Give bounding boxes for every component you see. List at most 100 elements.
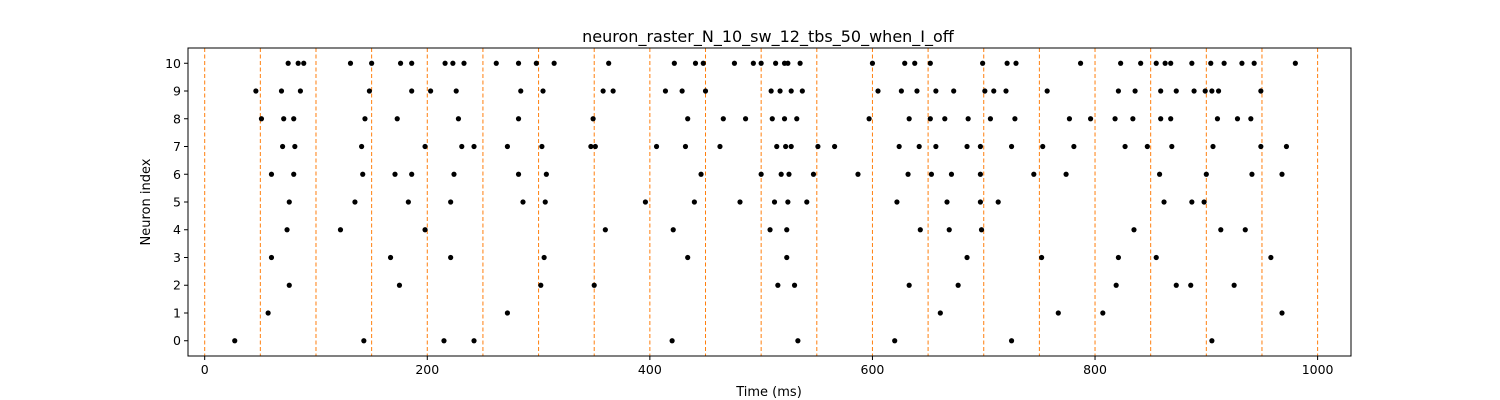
spike-point bbox=[685, 254, 691, 261]
spike-point bbox=[773, 60, 779, 66]
spike-point bbox=[991, 88, 997, 94]
x-axis-label: Time (ms) bbox=[735, 385, 802, 400]
spike-point bbox=[742, 116, 749, 122]
spike-point bbox=[758, 171, 764, 177]
spike-point bbox=[717, 143, 723, 150]
spike-point bbox=[948, 171, 955, 177]
spike-point bbox=[1013, 60, 1019, 66]
spike-point bbox=[906, 116, 912, 122]
spike-point bbox=[295, 60, 301, 66]
x-tick-label: 400 bbox=[638, 362, 662, 377]
spike-point bbox=[1173, 88, 1179, 94]
spike-point bbox=[1279, 171, 1285, 177]
spike-point bbox=[451, 171, 457, 177]
x-axis: 0 200 400 600 800 1000 bbox=[201, 356, 1334, 377]
spike-point bbox=[362, 116, 368, 122]
spike-point bbox=[1258, 143, 1264, 150]
spike-point bbox=[461, 60, 467, 66]
spike-point bbox=[592, 143, 598, 150]
spike-point bbox=[448, 254, 454, 261]
spike-point bbox=[788, 143, 794, 150]
spike-point bbox=[670, 227, 676, 233]
spike-point bbox=[422, 227, 428, 233]
spike-point bbox=[347, 60, 354, 66]
spike-point bbox=[279, 143, 286, 150]
spike-point bbox=[1202, 88, 1208, 94]
spike-point bbox=[784, 254, 790, 261]
spike-point bbox=[1131, 227, 1137, 233]
spike-point bbox=[301, 60, 307, 66]
spike-point bbox=[1004, 60, 1010, 66]
spike-point bbox=[1003, 88, 1009, 94]
spike-point bbox=[520, 199, 526, 205]
spike-point bbox=[1258, 88, 1264, 94]
spike-point bbox=[775, 282, 781, 288]
spike-point bbox=[1153, 254, 1159, 261]
spike-point bbox=[1077, 60, 1084, 66]
spike-point bbox=[281, 116, 287, 122]
spike-point bbox=[1189, 199, 1195, 205]
spike-point bbox=[769, 116, 775, 122]
spike-point bbox=[422, 143, 428, 150]
spike-point bbox=[543, 171, 549, 177]
spike-point bbox=[471, 338, 477, 344]
spike-point bbox=[337, 227, 344, 233]
spike-point bbox=[1168, 116, 1174, 122]
spike-point bbox=[600, 88, 606, 94]
spike-point bbox=[1008, 143, 1015, 150]
y-tick-label: 1 bbox=[173, 305, 181, 320]
spike-point bbox=[1248, 116, 1254, 122]
spike-point bbox=[455, 116, 462, 122]
spike-point bbox=[902, 60, 908, 66]
spike-point bbox=[459, 143, 465, 150]
spike-point bbox=[291, 116, 297, 122]
spike-point bbox=[394, 116, 400, 122]
spike-point bbox=[1168, 60, 1174, 66]
spike-point bbox=[1249, 171, 1255, 177]
spike-point bbox=[387, 254, 394, 261]
spike-point bbox=[1279, 310, 1285, 316]
spike-point bbox=[737, 199, 743, 205]
spike-point bbox=[606, 60, 612, 66]
spike-point bbox=[278, 88, 285, 94]
spike-point bbox=[1112, 116, 1118, 122]
spike-point bbox=[875, 88, 881, 94]
y-tick-label: 9 bbox=[173, 84, 181, 99]
spike-point bbox=[352, 199, 358, 205]
points-layer bbox=[232, 60, 1298, 344]
spike-point bbox=[1169, 143, 1175, 150]
spike-point bbox=[912, 60, 918, 66]
vlines-layer bbox=[204, 48, 1319, 356]
spike-point bbox=[1031, 171, 1037, 177]
x-tick-label: 800 bbox=[1083, 362, 1107, 377]
spike-point bbox=[927, 116, 933, 122]
spike-point bbox=[1209, 338, 1215, 344]
spike-point bbox=[794, 116, 800, 122]
spike-point bbox=[1122, 143, 1128, 150]
y-axis: 0 1 2 3 4 5 6 7 8 9 10 bbox=[165, 56, 188, 348]
spike-point bbox=[795, 338, 801, 344]
spike-point bbox=[933, 88, 939, 94]
spike-point bbox=[392, 171, 398, 177]
spike-point bbox=[964, 254, 970, 261]
spike-point bbox=[441, 338, 447, 344]
spike-point bbox=[832, 143, 838, 150]
y-tick-label: 8 bbox=[173, 111, 181, 126]
spike-point bbox=[980, 60, 986, 66]
x-tick-label: 0 bbox=[201, 362, 209, 377]
spike-point bbox=[591, 282, 597, 288]
spike-point bbox=[291, 171, 297, 177]
spike-point bbox=[804, 199, 810, 205]
spike-point bbox=[855, 171, 861, 177]
spike-point bbox=[978, 227, 985, 233]
spike-point bbox=[700, 60, 706, 66]
spike-point bbox=[471, 143, 477, 150]
spike-point bbox=[1118, 60, 1124, 66]
spike-point bbox=[610, 88, 616, 94]
spike-point bbox=[286, 282, 292, 288]
spike-point bbox=[258, 116, 265, 122]
spike-point bbox=[1158, 88, 1164, 94]
spike-point bbox=[1191, 88, 1197, 94]
